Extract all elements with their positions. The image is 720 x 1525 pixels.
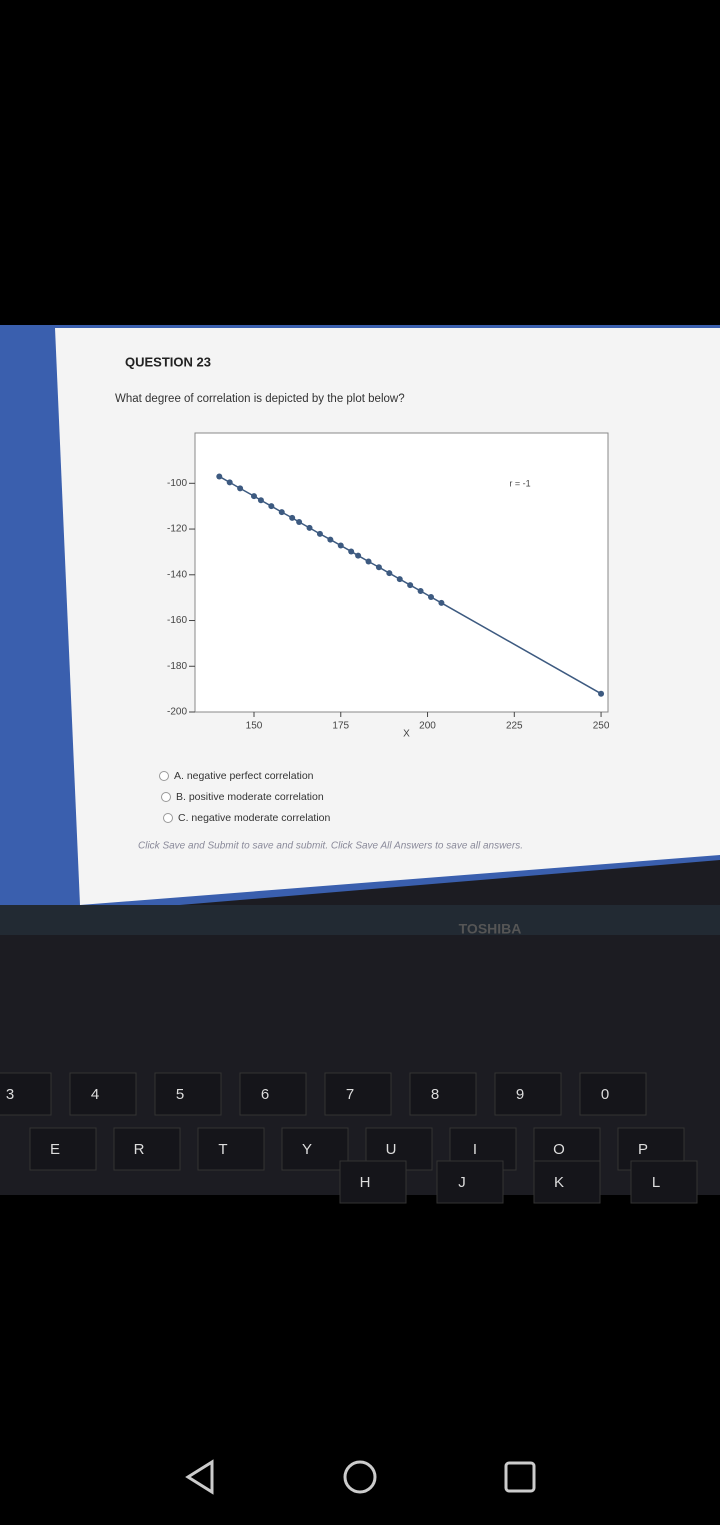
key <box>409 1072 477 1116</box>
data-point <box>337 542 344 549</box>
data-point <box>237 485 244 492</box>
data-point <box>375 564 382 571</box>
key-label: 6 <box>261 1086 269 1103</box>
key <box>239 1072 307 1116</box>
back-button[interactable] <box>185 1459 214 1495</box>
radio-button[interactable] <box>163 813 173 823</box>
x-tick-label: 225 <box>506 721 523 732</box>
key-label: 0 <box>601 1086 609 1103</box>
key-label: 9 <box>516 1086 524 1103</box>
x-axis-label: X <box>403 729 410 740</box>
key <box>154 1072 222 1116</box>
data-point <box>355 552 362 559</box>
key <box>494 1072 562 1116</box>
data-point <box>296 518 303 525</box>
home-button[interactable] <box>343 1460 377 1494</box>
key-label: I <box>473 1141 477 1158</box>
data-point <box>365 558 372 565</box>
y-tick-label: -160 <box>167 615 187 626</box>
key-label: 3 <box>6 1086 14 1103</box>
key-label: U <box>386 1141 397 1158</box>
key-label: 8 <box>431 1086 439 1103</box>
key-label: 7 <box>346 1086 354 1103</box>
x-tick-label: 175 <box>332 721 349 732</box>
y-tick-label: -180 <box>167 661 187 672</box>
x-tick-label: 150 <box>246 721 263 732</box>
key <box>113 1127 181 1171</box>
key <box>339 1160 407 1204</box>
option-label: C. negative moderate correlation <box>178 812 330 824</box>
data-point <box>226 479 233 486</box>
key-label: E <box>50 1141 60 1158</box>
key-label: J <box>458 1174 466 1191</box>
y-tick-label: -100 <box>167 478 187 489</box>
data-point <box>348 548 355 555</box>
key <box>29 1127 97 1171</box>
data-point <box>216 473 223 480</box>
key-label: P <box>638 1141 648 1158</box>
keyboard: 3 4 5 6 7 8 9 0 E R T Y U I O P H J K L <box>0 1072 698 1204</box>
question-prompt: What degree of correlation is depicted b… <box>115 393 405 405</box>
data-point <box>306 524 313 531</box>
key <box>0 1072 52 1116</box>
key-label: H <box>360 1174 371 1191</box>
data-point <box>316 530 323 537</box>
option-label: A. negative perfect correlation <box>174 770 314 782</box>
data-point <box>257 497 264 504</box>
instruction: Click Save and Submit to save and submit… <box>138 841 523 852</box>
radio-button[interactable] <box>161 792 171 802</box>
key <box>579 1072 647 1116</box>
key-label: K <box>554 1174 564 1191</box>
key <box>281 1127 349 1171</box>
brand: TOSHIBA <box>459 921 522 937</box>
option-label: B. positive moderate correlation <box>176 791 324 803</box>
data-point <box>278 509 285 516</box>
key <box>630 1160 698 1204</box>
data-point <box>428 593 434 600</box>
data-point <box>396 576 403 583</box>
radio-button[interactable] <box>159 771 169 781</box>
data-point <box>407 582 414 589</box>
data-point <box>327 536 334 543</box>
key <box>197 1127 265 1171</box>
data-point <box>438 599 445 606</box>
key-label: Y <box>302 1141 312 1158</box>
key-label: L <box>652 1174 660 1191</box>
key-label: O <box>553 1141 565 1158</box>
data-point <box>251 493 257 500</box>
y-tick-label: -200 <box>167 707 187 718</box>
data-point <box>598 690 605 697</box>
key-label: 4 <box>91 1086 99 1103</box>
data-point <box>386 570 393 577</box>
key <box>533 1160 601 1204</box>
taskbar <box>0 905 720 935</box>
y-tick-label: -120 <box>167 524 187 535</box>
question-number: QUESTION 23 <box>125 354 211 369</box>
x-tick-label: 250 <box>593 721 610 732</box>
key-label: T <box>218 1141 227 1158</box>
chart: -100 -120 -140 -160 -180 -200 150 175 200 225 250 X… <box>167 473 610 740</box>
annotation: r = -1 <box>509 478 530 488</box>
data-point <box>417 588 424 595</box>
data-point <box>268 503 275 510</box>
data-point <box>289 514 296 521</box>
key <box>324 1072 392 1116</box>
plot-area <box>194 432 609 713</box>
key-label: R <box>134 1141 145 1158</box>
y-tick-label: -140 <box>167 569 187 580</box>
recents-button[interactable] <box>504 1461 536 1493</box>
options: A. negative perfect correlation B. positi… <box>159 770 330 824</box>
x-tick-label: 200 <box>419 721 436 732</box>
key <box>69 1072 137 1116</box>
key-label: 5 <box>176 1086 184 1103</box>
key <box>436 1160 504 1204</box>
